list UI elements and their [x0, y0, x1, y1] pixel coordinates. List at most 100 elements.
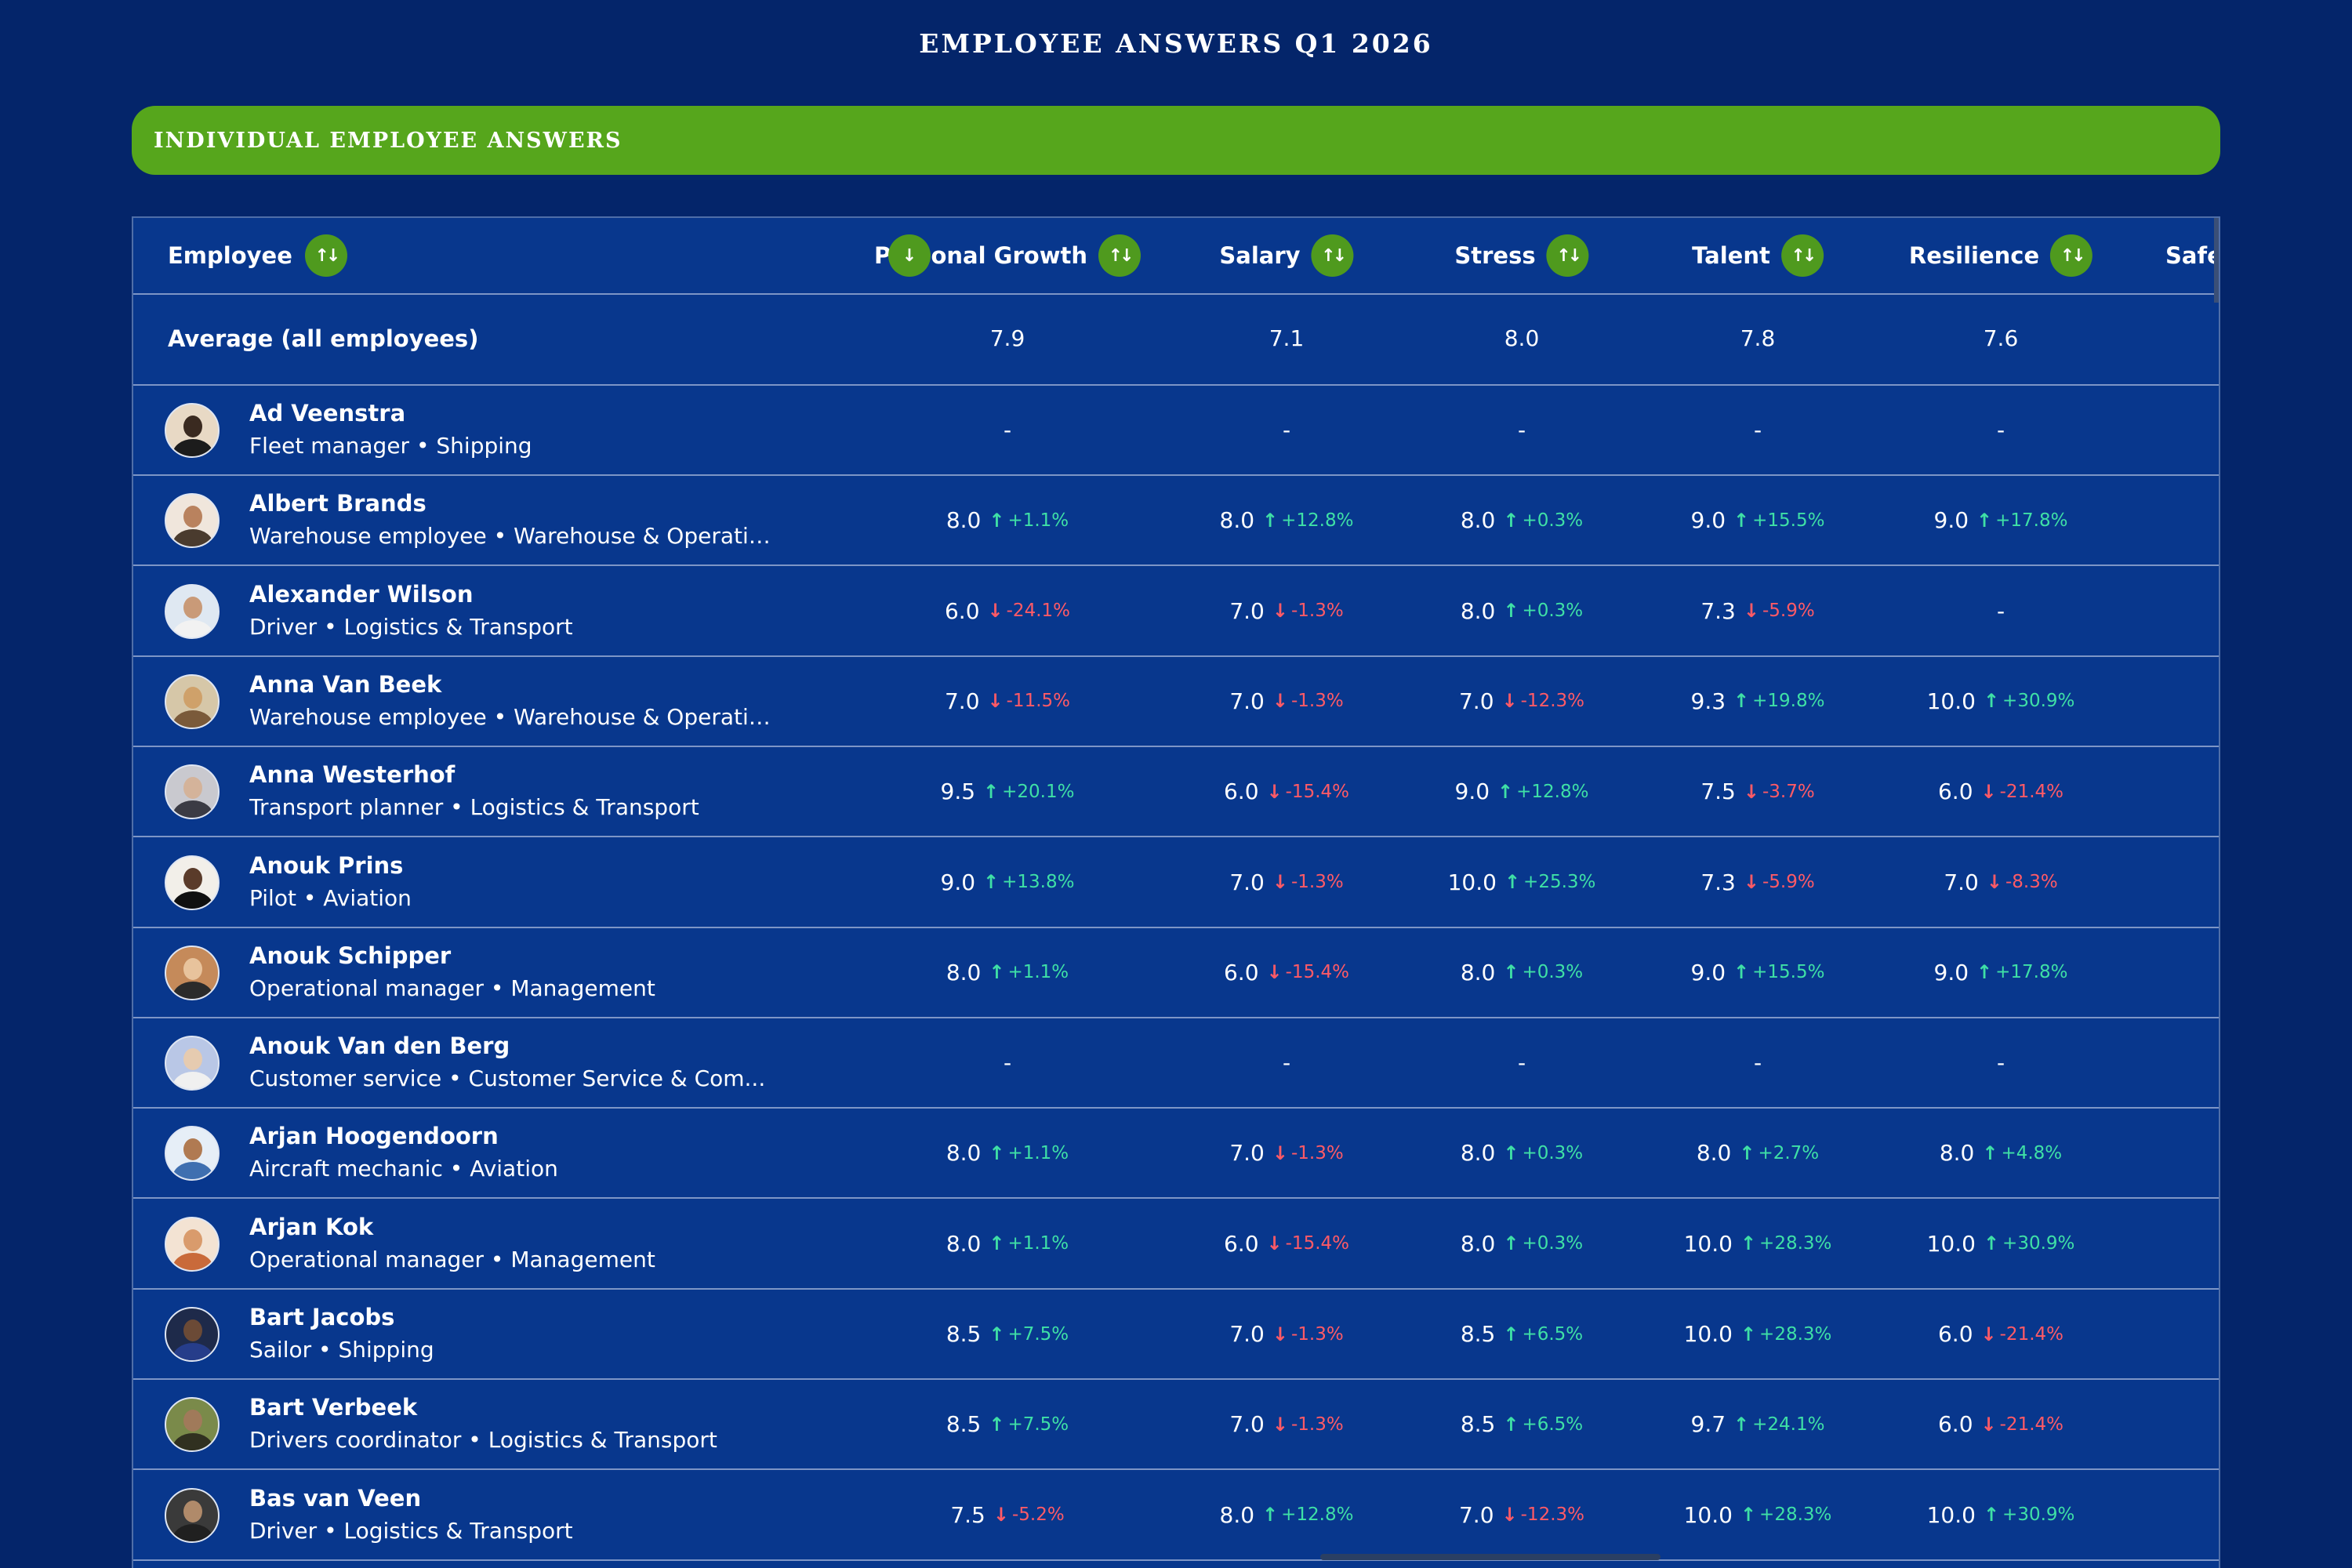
- score-change: ↑ +1.1%: [989, 510, 1069, 532]
- score-change: ↑ +12.8%: [1497, 781, 1588, 803]
- employee-cell[interactable]: Bas van Veen Driver • Logistics & Transpo…: [133, 1470, 782, 1559]
- table-row[interactable]: Anouk Prins Pilot • Aviation 9.0 ↑ +13.8% 7.0…: [133, 837, 2219, 928]
- employee-role: Warehouse employee: [249, 523, 487, 550]
- score-change-value: -5.9%: [1762, 601, 1815, 622]
- score-cell-salary: 8.0 ↑ +12.8%: [1220, 1471, 1354, 1559]
- score-change: ↑ +13.8%: [983, 871, 1074, 893]
- column-header-resilience[interactable]: Resilience ↑↓: [1909, 218, 2093, 293]
- employee-role-department: Sailor • Shipping: [249, 1337, 776, 1363]
- employee-name[interactable]: Ad Veenstra: [249, 400, 406, 426]
- separator-dot: •: [409, 433, 437, 459]
- score-change: ↓ -15.4%: [1267, 1232, 1349, 1254]
- employee-name[interactable]: Anna Van Beek: [249, 670, 442, 698]
- score-change-value: +30.9%: [2002, 1233, 2075, 1254]
- score-change: ↑ +19.8%: [1733, 690, 1824, 712]
- table-row[interactable]: Arjan Hoogendoorn Aircraft mechanic • Avi…: [133, 1109, 2219, 1200]
- employee-name[interactable]: Bart Jacobs: [249, 1304, 395, 1330]
- table-row[interactable]: Anna Van Beek Warehouse employee • Wareho…: [133, 656, 2219, 747]
- arrow-up-icon: ↑: [1503, 1142, 1519, 1164]
- sort-arrows-icon[interactable]: ↑↓: [1546, 234, 1589, 277]
- column-header-stress[interactable]: Stress ↑↓: [1454, 218, 1589, 293]
- employee-cell[interactable]: Anna Van Beek Warehouse employee • Wareho…: [133, 656, 782, 746]
- score-cell-stress: 10.0 ↑ +25.3%: [1448, 838, 1596, 927]
- score-cell-talent: 9.0 ↑ +15.5%: [1691, 928, 1825, 1017]
- score-change: ↑ +30.9%: [1984, 690, 2074, 712]
- column-header-salary[interactable]: Salary ↑↓: [1219, 218, 1354, 293]
- arrow-up-icon: ↑: [1503, 509, 1519, 532]
- employee-name[interactable]: Alexander Wilson: [249, 580, 474, 608]
- sort-arrows-icon[interactable]: ↑↓: [2050, 234, 2093, 277]
- employee-name[interactable]: Arjan Kok: [249, 1213, 374, 1240]
- employee-name[interactable]: Bart Verbeek: [249, 1394, 418, 1421]
- table-row[interactable]: Anna Westerhof Transport planner • Logist…: [133, 747, 2219, 838]
- employee-cell[interactable]: Albert Brands Warehouse employee • Wareho…: [133, 476, 782, 565]
- vertical-scrollbar[interactable]: [2214, 218, 2219, 303]
- employee-cell[interactable]: Anouk Prins Pilot • Aviation: [133, 837, 782, 927]
- employee-name[interactable]: Arjan Hoogendoorn: [249, 1123, 499, 1150]
- employee-department: Aviation: [470, 1156, 558, 1182]
- sort-arrows-icon[interactable]: ↓: [888, 234, 931, 277]
- employee-cell[interactable]: Bart Verbeek Drivers coordinator • Logist…: [133, 1380, 782, 1469]
- score-cell-resilience: 10.0 ↑ +30.9%: [1927, 657, 2075, 746]
- score-cell-personal_growth: -: [1004, 386, 1011, 474]
- table-row[interactable]: Anouk Schipper Operational manager • Mana…: [133, 927, 2219, 1018]
- sort-arrows-icon[interactable]: ↑↓: [304, 234, 347, 277]
- column-header-safety[interactable]: Safet: [2165, 218, 2219, 293]
- sort-arrows-icon[interactable]: ↑↓: [1098, 234, 1141, 277]
- employee-column-header: Employee ↑↓: [133, 218, 782, 293]
- arrow-down-icon: ↓: [1266, 1232, 1283, 1255]
- employee-name[interactable]: Anouk Van den Berg: [249, 1033, 510, 1060]
- sort-arrows-icon[interactable]: ↑↓: [1780, 234, 1824, 277]
- arrow-down-icon: ↓: [987, 600, 1004, 622]
- score-cell-stress: 9.0 ↑ +12.8%: [1455, 747, 1589, 836]
- table-row[interactable]: Ad Veenstra Fleet manager • Shipping - - - - -: [133, 386, 2219, 476]
- employee-cell[interactable]: Anouk Schipper Operational manager • Mana…: [133, 927, 782, 1017]
- arrow-up-icon: ↑: [1503, 961, 1519, 984]
- score-change-value: +0.3%: [1522, 962, 1584, 983]
- employee-role-department: Drivers coordinator • Logistics & Transp…: [249, 1427, 776, 1453]
- score-value: 7.0: [1229, 597, 1265, 624]
- score-change-value: +12.8%: [1516, 781, 1589, 802]
- score-value: -: [1753, 417, 1762, 443]
- table-row[interactable]: Bart Jacobs Sailor • Shipping 8.5 ↑ +7.5% 7.0…: [133, 1290, 2219, 1380]
- arrow-up-icon: ↑: [1503, 1323, 1519, 1345]
- employee-cell[interactable]: Arjan Hoogendoorn Aircraft mechanic • Avi…: [133, 1109, 782, 1198]
- table-row[interactable]: Bart Verbeek Drivers coordinator • Logist…: [133, 1380, 2219, 1471]
- score-change-value: -24.1%: [1006, 601, 1071, 622]
- employee-name[interactable]: Bas van Veen: [249, 1484, 422, 1512]
- column-header-talent[interactable]: Talent ↑↓: [1692, 218, 1824, 293]
- employee-cell[interactable]: Anna Westerhof Transport planner • Logist…: [133, 747, 782, 837]
- employee-name[interactable]: Anouk Schipper: [249, 942, 452, 969]
- score-cell-resilience: -: [1997, 567, 2005, 655]
- horizontal-scrollbar[interactable]: [1320, 1554, 1661, 1560]
- score-value: -: [1282, 417, 1291, 443]
- score-cell-stress: -: [1518, 386, 1526, 474]
- score-value: 7.0: [1229, 1411, 1265, 1438]
- employee-name[interactable]: Anouk Prins: [249, 851, 404, 879]
- employee-name[interactable]: Albert Brands: [249, 490, 426, 517]
- avatar: [165, 764, 220, 820]
- score-cell-stress: 7.0 ↓ -12.3%: [1459, 657, 1584, 746]
- table-row[interactable]: Arjan Kok Operational manager • Managemen…: [133, 1199, 2219, 1290]
- table-row[interactable]: Anouk Van den Berg Customer service • Cus…: [133, 1018, 2219, 1109]
- score-change: ↓ -21.4%: [1981, 1323, 2063, 1345]
- arrow-up-icon: ↑: [1733, 961, 1750, 984]
- employee-department: Logistics & Transport: [488, 1427, 717, 1454]
- table-row[interactable]: Albert Brands Warehouse employee • Wareho…: [133, 476, 2219, 567]
- employee-cell[interactable]: Bart Jacobs Sailor • Shipping: [133, 1290, 782, 1378]
- employee-name[interactable]: Anna Westerhof: [249, 761, 456, 789]
- table-row[interactable]: Alexander Wilson Driver • Logistics & Tra…: [133, 566, 2219, 657]
- score-change-value: +24.1%: [1752, 1414, 1825, 1435]
- employee-cell[interactable]: Anouk Van den Berg Customer service • Cus…: [133, 1018, 782, 1108]
- score-change: ↓ -1.3%: [1272, 690, 1344, 712]
- score-value: 8.5: [1460, 1411, 1496, 1438]
- employee-cell[interactable]: Alexander Wilson Driver • Logistics & Tra…: [133, 566, 782, 655]
- table-row[interactable]: Bas van Veen Driver • Logistics & Transpo…: [133, 1470, 2219, 1561]
- employee-cell[interactable]: Arjan Kok Operational manager • Managemen…: [133, 1199, 782, 1288]
- score-change-value: +1.1%: [1007, 1233, 1069, 1254]
- sort-arrows-icon[interactable]: ↑↓: [1311, 234, 1354, 277]
- score-cell-salary: 7.0 ↓ -1.3%: [1229, 1290, 1343, 1378]
- employee-cell[interactable]: Ad Veenstra Fleet manager • Shipping: [133, 386, 782, 474]
- score-cell-salary: 7.0 ↓ -1.3%: [1229, 838, 1343, 927]
- section-title: INDIVIDUAL EMPLOYEE ANSWERS: [154, 128, 622, 153]
